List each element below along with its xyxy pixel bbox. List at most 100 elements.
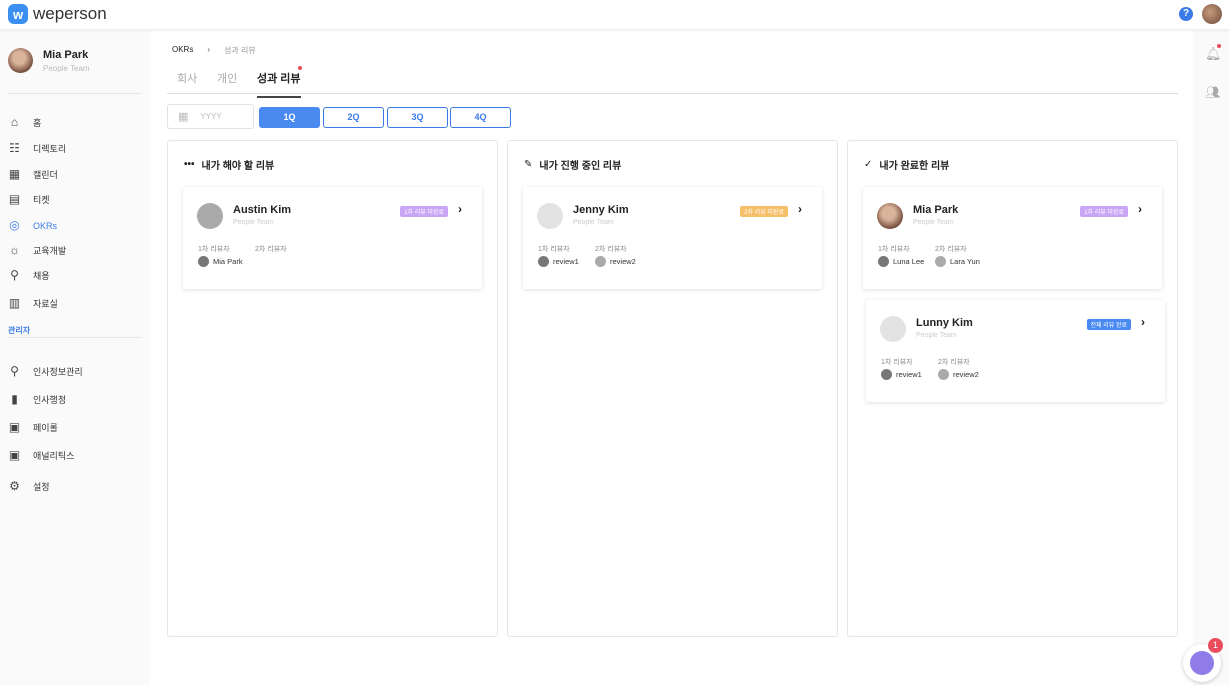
chevron-right-icon[interactable]: › xyxy=(1141,315,1145,329)
reviewer1-label: 1차 리뷰자 xyxy=(881,359,913,366)
chatbot-icon xyxy=(1190,651,1214,675)
logo[interactable]: w weperson xyxy=(8,4,107,24)
sidebar-item-0[interactable]: ⌂ 홈 xyxy=(8,116,41,129)
lightbulb-icon: ☼ xyxy=(9,243,20,257)
chevron-right-icon[interactable]: › xyxy=(458,202,462,216)
sidebar-admin-item-3[interactable]: ▣ 애널리틱스 xyxy=(8,449,75,462)
money-icon: ▣ xyxy=(8,420,21,434)
help-icon[interactable]: ? xyxy=(1179,7,1193,21)
avatar xyxy=(935,256,946,267)
top-bar: w weperson ? xyxy=(0,0,1229,30)
review-card[interactable]: Lunny Kim People Team 전체 리뷰 완료 › 1차 리뷰자 … xyxy=(866,300,1165,402)
sidebar-item-2[interactable]: ▦ 캘린더 xyxy=(8,168,58,181)
reviewer1-name: Luna Lee xyxy=(893,257,925,266)
sidebar-item-label: 자료실 xyxy=(33,299,58,309)
reviewer2-label: 2차 리뷰자 xyxy=(935,246,967,253)
avatar xyxy=(878,256,889,267)
avatar xyxy=(8,48,33,73)
reviewer2-name: Lara Yun xyxy=(950,257,980,266)
reviewer2: review2 xyxy=(938,369,979,380)
sidebar-item-label: 설정 xyxy=(33,482,50,492)
quarter-1q-button[interactable]: 1Q xyxy=(259,107,320,128)
chat-button[interactable]: 1 xyxy=(1183,638,1223,682)
avatar xyxy=(537,203,563,229)
pencil-icon: ✎ xyxy=(524,159,533,170)
breadcrumb-current: 성과 리뷰 xyxy=(224,46,256,55)
reviewer1: Luna Lee xyxy=(878,256,924,267)
reviewer1: review1 xyxy=(881,369,922,380)
breadcrumb-okrs[interactable]: OKRs xyxy=(172,45,194,54)
sidebar-item-label: 디렉토리 xyxy=(33,144,67,154)
right-bar: 🔔︎ 👥︎ xyxy=(1193,30,1229,685)
sidebar-item-4[interactable]: ◎ OKRs xyxy=(8,219,57,232)
sidebar-item-5[interactable]: ☼ 교육개발 xyxy=(8,244,66,257)
notification-dot xyxy=(1217,44,1221,48)
reviewee-name: Mia Park xyxy=(913,204,959,216)
reviewee-name: Lunny Kim xyxy=(916,317,973,329)
sidebar-admin-item-4[interactable]: ⚙ 설정 xyxy=(8,479,50,493)
sidebar-item-1[interactable]: ☷ 디렉토리 xyxy=(8,142,66,155)
sidebar-item-label: 교육개발 xyxy=(33,246,67,256)
quarter-4q-button[interactable]: 4Q xyxy=(450,107,511,128)
archive-icon: ▥ xyxy=(8,296,21,310)
sidebar-admin-item-2[interactable]: ▣ 페이롤 xyxy=(8,421,58,434)
review-column: ✎ 내가 진행 중인 리뷰 Jenny Kim People Team 2차 리뷰… xyxy=(507,140,838,637)
reviewer1-name: Mia Park xyxy=(213,257,243,266)
year-input[interactable]: ▦ YYYY xyxy=(167,104,254,129)
review-column: ✓ 내가 완료한 리뷰 Mia Park People Team 1차 리뷰 미완… xyxy=(847,140,1178,637)
tab-company[interactable]: 회사 xyxy=(177,73,198,85)
avatar xyxy=(595,256,606,267)
gear-icon: ⚙ xyxy=(9,479,20,493)
avatar xyxy=(538,256,549,267)
calendar-icon: ▦ xyxy=(178,111,189,123)
sidebar-item-label: 티켓 xyxy=(33,195,50,205)
reviewer1-label: 1차 리뷰자 xyxy=(538,246,570,253)
avatar xyxy=(197,203,223,229)
chevron-right-icon[interactable]: › xyxy=(1138,202,1142,216)
user-search-icon: ⚲ xyxy=(10,364,19,378)
user-name: Mia Park xyxy=(43,48,89,61)
bell-icon[interactable]: 🔔︎ xyxy=(1205,46,1222,61)
status-badge: 2차 리뷰 미완료 xyxy=(740,206,788,217)
sidebar-item-label: OKRs xyxy=(33,220,58,231)
sidebar-admin-item-1[interactable]: ▮ 인사행정 xyxy=(8,393,66,406)
sidebar-item-3[interactable]: ▤ 티켓 xyxy=(8,193,50,206)
reviewer2-label: 2차 리뷰자 xyxy=(255,246,287,253)
sidebar-item-label: 페이롤 xyxy=(33,423,58,433)
review-card[interactable]: Jenny Kim People Team 2차 리뷰 미완료 › 1차 리뷰자… xyxy=(523,187,822,289)
reviewer1-name: review1 xyxy=(553,257,579,266)
more-dots-icon: ••• xyxy=(184,159,195,170)
avatar[interactable] xyxy=(1202,4,1222,24)
review-card[interactable]: Mia Park People Team 1차 리뷰 미완료 › 1차 리뷰자 … xyxy=(863,187,1162,289)
avatar xyxy=(938,369,949,380)
ticket-icon: ▤ xyxy=(8,192,21,206)
reviewer2-label: 2차 리뷰자 xyxy=(938,359,970,366)
column-title: 내가 해야 할 리뷰 xyxy=(201,161,275,172)
sidebar-item-6[interactable]: ⚲ 채용 xyxy=(8,269,50,282)
user-profile[interactable]: Mia Park People Team xyxy=(8,48,90,73)
sidebar-item-label: 채용 xyxy=(33,271,50,281)
review-card[interactable]: Austin Kim People Team 1차 리뷰 미완료 › 1차 리뷰… xyxy=(183,187,482,289)
year-placeholder: YYYY xyxy=(200,112,222,121)
people-icon[interactable]: 👥︎ xyxy=(1205,85,1221,99)
app-name: weperson xyxy=(33,4,107,23)
status-badge: 전체 리뷰 완료 xyxy=(1086,319,1131,330)
sidebar-item-label: 인사정보관리 xyxy=(33,367,83,377)
user-team: People Team xyxy=(43,63,90,73)
tab-personal[interactable]: 개인 xyxy=(217,73,238,85)
breadcrumb-separator: › xyxy=(207,45,211,54)
avatar xyxy=(198,256,209,267)
reviewee-team: People Team xyxy=(916,332,957,339)
column-title: 내가 완료한 리뷰 xyxy=(879,161,950,172)
quarter-2q-button[interactable]: 2Q xyxy=(323,107,384,128)
check-circle-icon: ✓ xyxy=(864,159,873,170)
tab-performance-review[interactable]: 성과 리뷰 xyxy=(257,70,301,98)
sidebar-admin-item-0[interactable]: ⚲ 인사정보관리 xyxy=(8,365,83,378)
sidebar: Mia Park People Team ⌂ 홈 ☷ 디렉토리 ▦ 캘린더 ▤ 티켓 ◎ OKRs… xyxy=(0,30,150,685)
status-badge: 1차 리뷰 미완료 xyxy=(400,206,448,217)
quarter-3q-button[interactable]: 3Q xyxy=(387,107,448,128)
chevron-right-icon[interactable]: › xyxy=(798,202,802,216)
sidebar-item-label: 홈 xyxy=(33,118,42,128)
reviewer1: review1 xyxy=(538,256,579,267)
sidebar-item-7[interactable]: ▥ 자료실 xyxy=(8,297,58,310)
